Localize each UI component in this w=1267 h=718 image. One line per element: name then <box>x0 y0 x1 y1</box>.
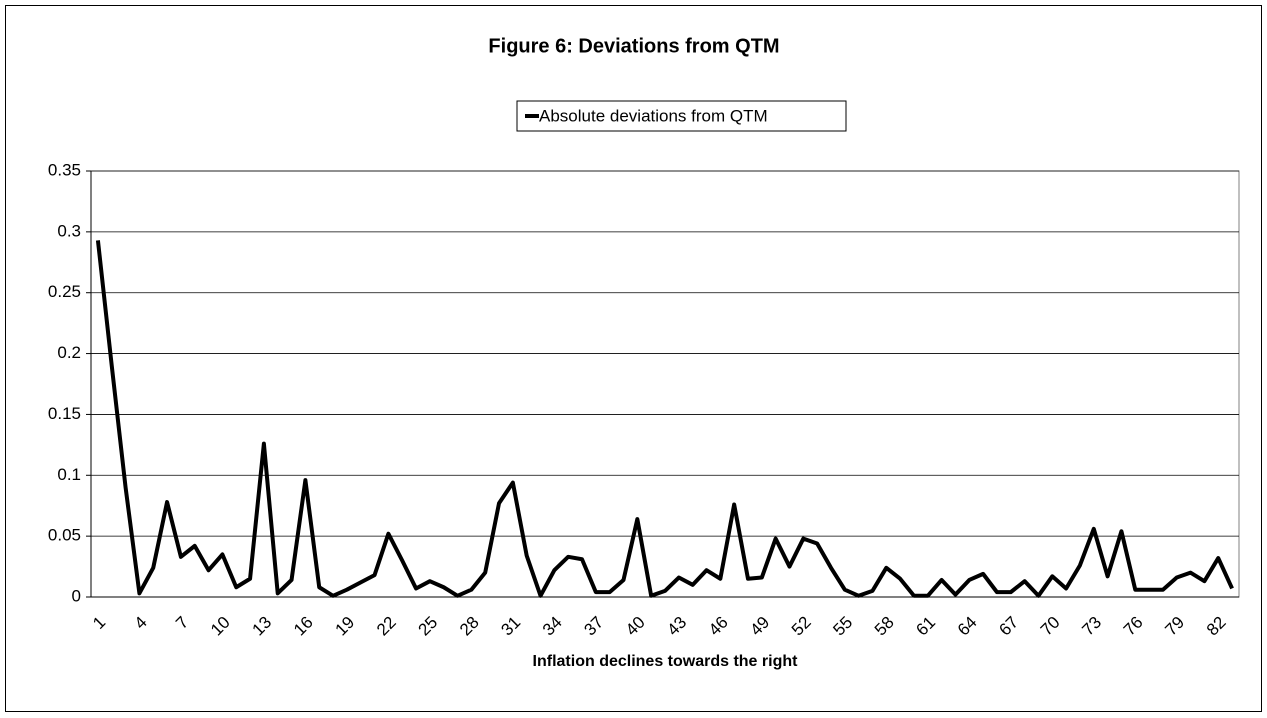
legend-label: Absolute deviations from QTM <box>539 106 768 125</box>
legend-box <box>516 100 847 132</box>
y-tick-label: 0.25 <box>48 282 81 301</box>
y-tick-label: 0.05 <box>48 526 81 545</box>
y-tick-label: 0.2 <box>57 343 81 362</box>
y-tick-label: 0.3 <box>57 221 81 240</box>
y-tick-label: 0 <box>72 586 81 605</box>
x-axis-title: Inflation declines towards the right <box>533 653 799 670</box>
y-tick-label: 0.15 <box>48 404 81 423</box>
data-line <box>95 240 1234 598</box>
y-tick-label: 0.1 <box>57 465 81 484</box>
y-tick-label: 0.35 <box>48 160 81 179</box>
plot-area <box>90 170 1240 598</box>
chart-title: Figure 6: Deviations from QTM <box>488 35 779 57</box>
